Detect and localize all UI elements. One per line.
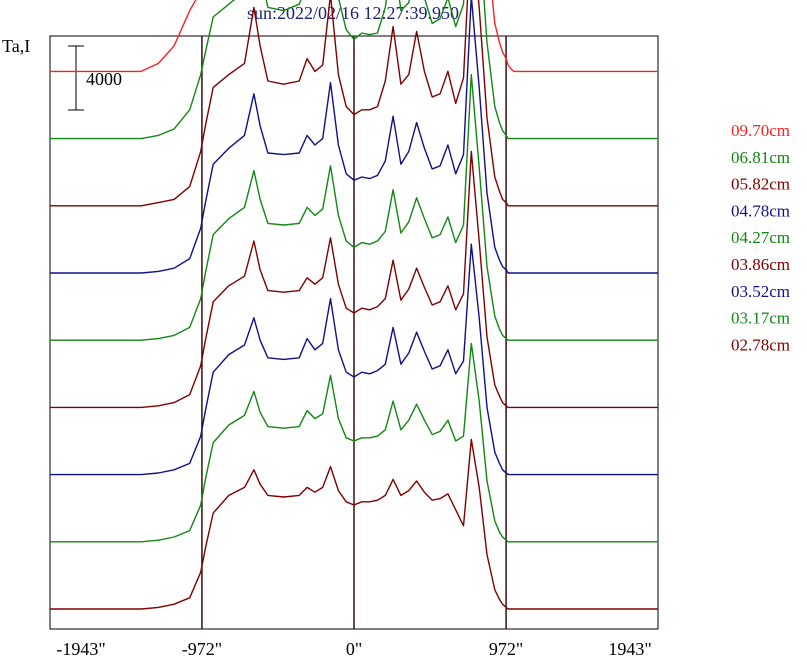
- chart-title: sun:2022/02/16 12:27:39.950: [247, 3, 459, 23]
- legend-entry: 03.17cm: [731, 309, 790, 328]
- legend-entry: 05.82cm: [731, 175, 790, 194]
- series-line-09.70cm: [50, 0, 658, 73]
- scale-bar-label: 4000: [86, 69, 122, 89]
- x-tick-labels: -1943" -972" 0" 972" 1943": [56, 639, 651, 659]
- legend-entry: 04.27cm: [731, 228, 790, 247]
- series-line-03.52cm: [50, 243, 658, 476]
- legend-entry: 02.78cm: [731, 335, 790, 354]
- series-line-02.78cm: [50, 438, 658, 610]
- x-tick-label: -972": [182, 639, 222, 659]
- series-line-04.78cm: [50, 0, 658, 274]
- series-line-03.86cm: [50, 150, 658, 409]
- series-line-06.81cm: [50, 0, 658, 140]
- x-tick-label: -1943": [56, 639, 105, 659]
- series-line-05.82cm: [50, 0, 658, 207]
- y-axis-label: Ta,I: [2, 36, 30, 56]
- legend-entry: 03.86cm: [731, 255, 790, 274]
- x-tick-label: 0": [346, 639, 362, 659]
- legend-entry: 03.52cm: [731, 282, 790, 301]
- series-line-03.17cm: [50, 342, 658, 543]
- x-tick-label: 1943": [608, 639, 651, 659]
- series-group: [50, 0, 658, 610]
- legend-entry: 04.78cm: [731, 201, 790, 220]
- legend: 09.70cm 06.81cm 05.82cm 04.78cm 04.27cm 03.86…: [731, 121, 790, 354]
- legend-entry: 09.70cm: [731, 121, 790, 140]
- x-tick-label: 972": [489, 639, 523, 659]
- series-line-04.27cm: [50, 73, 658, 341]
- scale-bar: 4000: [68, 45, 122, 111]
- legend-entry: 06.81cm: [731, 148, 790, 167]
